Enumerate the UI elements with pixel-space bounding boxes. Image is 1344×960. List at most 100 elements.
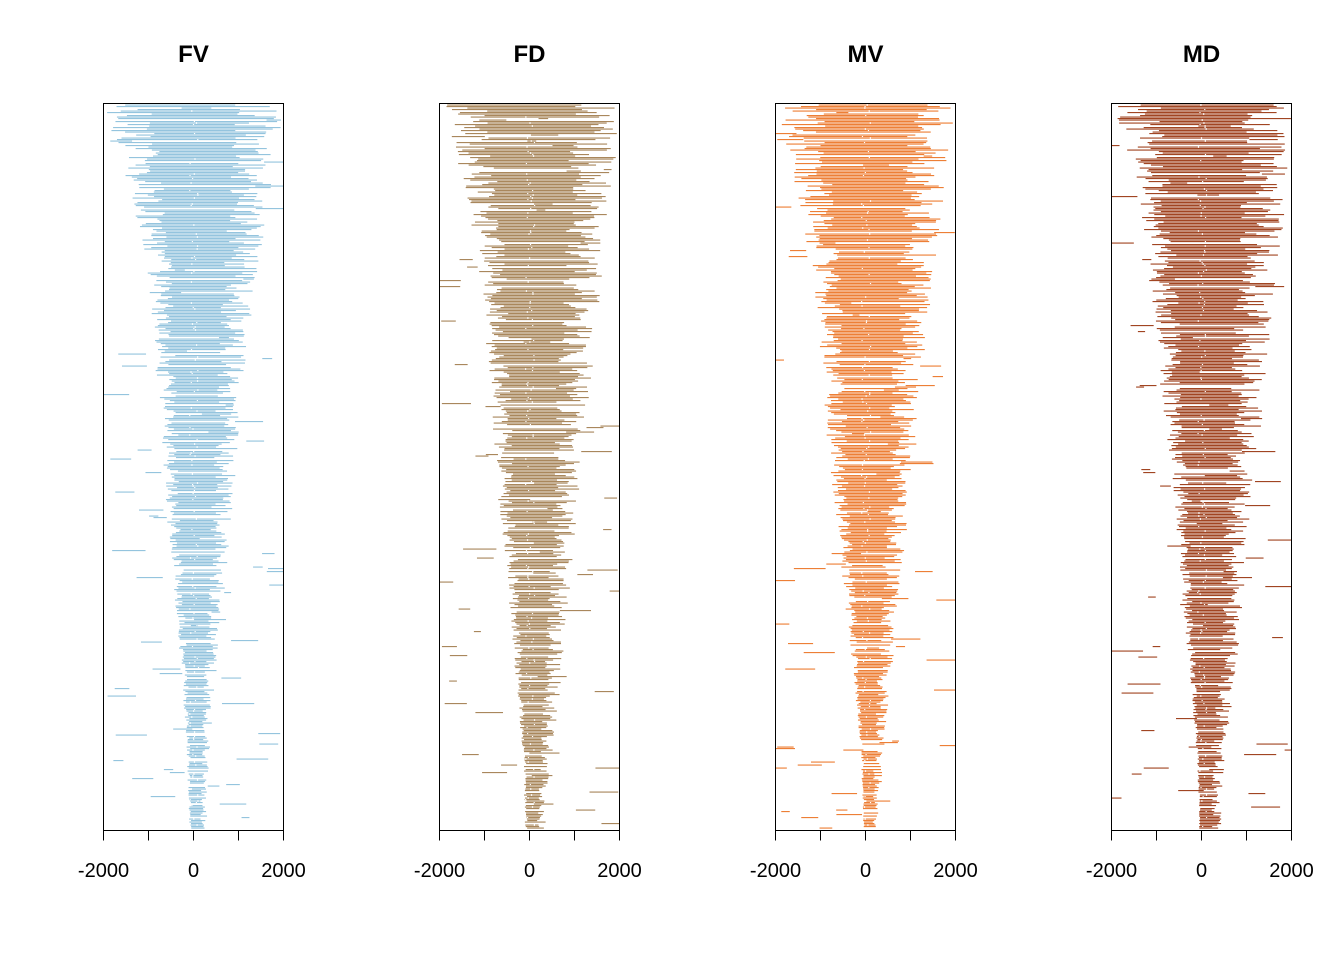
bar (1284, 749, 1292, 751)
bar-gap (1197, 421, 1199, 423)
bar (842, 518, 896, 520)
bar (156, 374, 218, 376)
bar (1165, 365, 1260, 367)
bar (1194, 673, 1235, 675)
bar (1160, 230, 1275, 232)
bar (1195, 710, 1229, 712)
bar (775, 623, 790, 625)
bar (826, 212, 929, 214)
bar (1140, 115, 1253, 117)
bar-gap (526, 383, 528, 385)
bar (891, 638, 921, 640)
bar-gap (1200, 215, 1202, 217)
bar (781, 811, 790, 813)
bar (603, 169, 612, 171)
bar (851, 614, 887, 616)
bar (524, 821, 546, 823)
bar (849, 595, 895, 597)
bar (493, 283, 564, 285)
bar (854, 610, 890, 612)
bar (834, 268, 916, 270)
bar (515, 575, 559, 577)
bar (863, 799, 875, 801)
bar-gap (191, 529, 193, 531)
bar-gap (192, 778, 195, 780)
bar (1180, 488, 1242, 490)
bar (589, 791, 619, 793)
bar (454, 124, 599, 126)
bar-gap (193, 224, 195, 226)
bar (171, 476, 216, 478)
bar (1159, 281, 1250, 283)
bar (1198, 125, 1231, 127)
bar-gap (1203, 674, 1205, 676)
bar (838, 526, 898, 528)
bar-gap (527, 577, 529, 579)
bar (517, 599, 549, 601)
bar (176, 505, 226, 507)
bar-gap (1200, 104, 1202, 106)
bar (520, 634, 550, 636)
bar-gap (864, 478, 866, 480)
bar (1177, 524, 1235, 526)
bar (786, 143, 924, 145)
bar-gap (1203, 703, 1205, 705)
bar (1176, 461, 1239, 463)
bar (851, 653, 881, 655)
bar (163, 436, 226, 438)
bar-gap (863, 434, 866, 436)
bar (1176, 412, 1245, 414)
bar-gap (1202, 748, 1204, 750)
bar (506, 469, 575, 471)
bar-gap (867, 359, 869, 361)
tick-label: 0 (1196, 860, 1207, 882)
bar (834, 332, 913, 334)
bar (1194, 722, 1230, 724)
bar (1158, 223, 1257, 225)
bar (201, 413, 232, 415)
bar-gap (866, 617, 869, 619)
bar (183, 658, 214, 660)
bar (536, 209, 546, 211)
bar (526, 808, 540, 810)
bar (181, 604, 218, 606)
bar (1162, 184, 1277, 186)
bar (1181, 350, 1235, 352)
bar-gap (1197, 284, 1199, 286)
bar (169, 335, 244, 337)
bar (1199, 814, 1214, 816)
bar (1199, 827, 1219, 829)
bar (1149, 280, 1243, 282)
bar (836, 112, 849, 114)
bar (1189, 635, 1223, 637)
bar (1138, 109, 1269, 111)
bar (801, 817, 819, 819)
bar-gap (529, 784, 531, 786)
bar (829, 286, 915, 288)
bar (1199, 760, 1225, 762)
bar (160, 271, 258, 273)
bar-gap (192, 566, 195, 568)
bar (1195, 742, 1222, 744)
bar-gap (192, 178, 194, 180)
bar (454, 364, 468, 366)
bar (785, 119, 940, 121)
bar-gap (1201, 800, 1203, 802)
bar (804, 140, 928, 142)
bar-gap (525, 550, 528, 552)
bar (142, 239, 261, 241)
bar (1181, 503, 1245, 505)
bar (164, 253, 250, 255)
bar (496, 289, 579, 291)
bar (818, 266, 922, 268)
bar (857, 697, 886, 699)
bar (824, 223, 916, 225)
bar (190, 781, 206, 783)
bar (114, 688, 130, 690)
bar (841, 506, 890, 508)
bar (173, 410, 216, 412)
bar-gap (1198, 736, 1200, 738)
bar (184, 707, 211, 709)
bar (176, 542, 217, 544)
bar (859, 731, 877, 733)
